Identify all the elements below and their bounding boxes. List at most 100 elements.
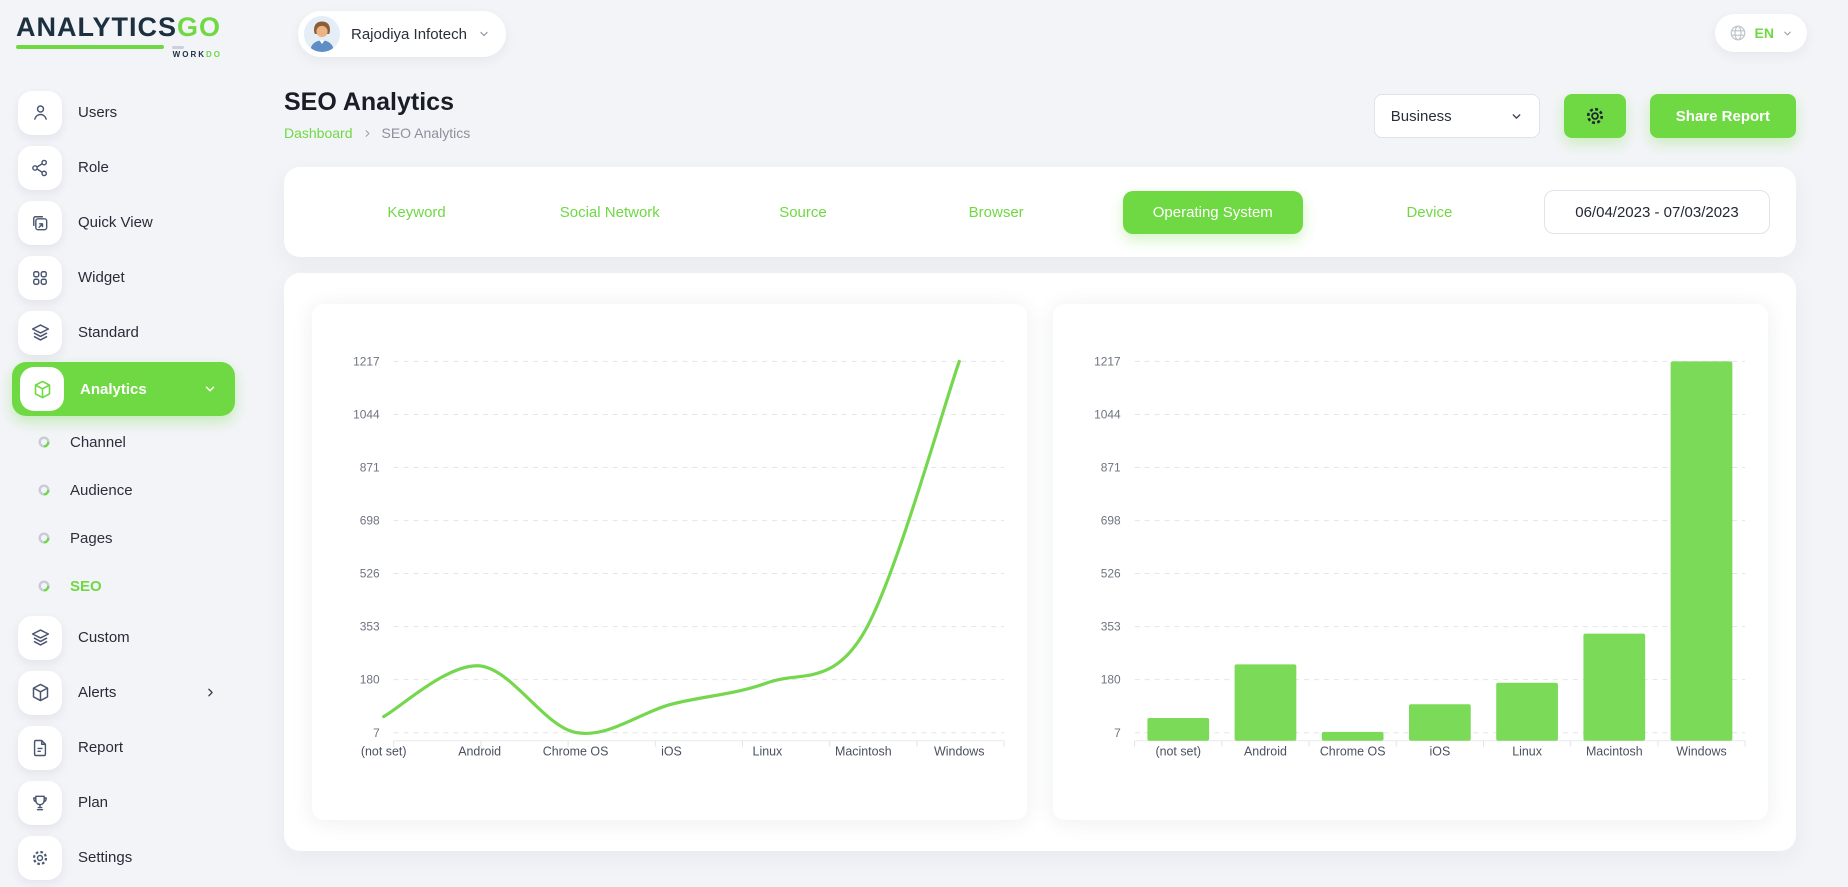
svg-text:Windows: Windows (1676, 745, 1726, 759)
svg-text:Linux: Linux (1512, 745, 1543, 759)
tab-source[interactable]: Source (779, 203, 827, 221)
svg-text:(not set): (not set) (1155, 745, 1201, 759)
chevron-right-icon (365, 129, 369, 137)
sidebar-subitem-pages[interactable]: Pages (0, 514, 245, 562)
svg-text:180: 180 (1101, 673, 1121, 687)
user-icon (18, 90, 62, 135)
svg-text:Chrome OS: Chrome OS (543, 745, 609, 759)
logo-underline (16, 45, 222, 49)
topbar: Rajodiya Infotech EN (245, 0, 1848, 64)
charts-panel: 7 180 353 526 698 871 1044 1217 (not set) Android… (284, 273, 1796, 851)
svg-text:353: 353 (1101, 620, 1121, 634)
sidebar-nav: Users Role Quick View Widget (0, 85, 245, 885)
sidebar-subitem-channel[interactable]: Channel (0, 418, 245, 466)
svg-text:7: 7 (373, 726, 380, 740)
svg-text:526: 526 (1101, 566, 1121, 580)
svg-text:698: 698 (360, 514, 380, 528)
main-content: SEO Analytics Dashboard SEO Analytics Bu… (245, 64, 1848, 851)
settings-button[interactable] (1563, 94, 1626, 138)
gear-icon (1586, 107, 1603, 125)
trophy-icon (18, 780, 62, 825)
share-report-button[interactable]: Share Report (1649, 94, 1796, 138)
logo-text: ANALYTICS (16, 12, 178, 42)
os-bar-chart-card: 7 180 353 526 698 871 1044 1217 (not set) Android… (1053, 304, 1768, 820)
svg-text:353: 353 (360, 620, 380, 634)
svg-text:871: 871 (1101, 461, 1121, 475)
sidebar-item-users[interactable]: Users (0, 85, 245, 140)
chevron-down-icon (203, 382, 217, 396)
svg-text:iOS: iOS (661, 745, 682, 759)
sidebar-item-plan[interactable]: Plan (0, 775, 245, 830)
sidebar-item-settings[interactable]: Settings (0, 830, 245, 885)
share-icon (18, 145, 62, 190)
tab-social-network[interactable]: Social Network (559, 203, 660, 221)
box-icon (18, 670, 62, 715)
file-icon (18, 725, 62, 770)
sidebar-item-standard[interactable]: Standard (0, 305, 245, 360)
tab-browser[interactable]: Browser (968, 203, 1024, 221)
brand-logo[interactable]: ANALYTICSGO WORKDO (0, 10, 245, 59)
language-selector[interactable]: EN (1714, 14, 1807, 52)
svg-text:1044: 1044 (1094, 407, 1121, 421)
date-range-input[interactable] (1544, 190, 1770, 234)
layers-icon (18, 615, 62, 660)
sidebar: ANALYTICSGO WORKDO Users Role (0, 0, 245, 887)
svg-text:Android: Android (1244, 745, 1287, 759)
svg-text:Android: Android (458, 745, 501, 759)
svg-text:Macintosh: Macintosh (835, 745, 892, 759)
sidebar-item-custom[interactable]: Custom (0, 610, 245, 665)
svg-text:698: 698 (1101, 514, 1121, 528)
sidebar-item-alerts[interactable]: Alerts (0, 665, 245, 720)
sidebar-item-quick-view[interactable]: Quick View (0, 195, 245, 250)
svg-text:iOS: iOS (1430, 745, 1451, 759)
chevron-down-icon (1512, 113, 1521, 119)
bullet-icon (38, 532, 50, 544)
user-menu[interactable]: Rajodiya Infotech (298, 11, 506, 57)
sidebar-item-role[interactable]: Role (0, 140, 245, 195)
globe-icon (1730, 25, 1745, 41)
sidebar-subitem-audience[interactable]: Audience (0, 466, 245, 514)
layers-icon (18, 310, 62, 355)
svg-text:526: 526 (360, 566, 380, 580)
svg-text:180: 180 (360, 673, 380, 687)
language-code: EN (1754, 25, 1774, 41)
cube-icon (20, 367, 64, 411)
breadcrumb-dashboard[interactable]: Dashboard (284, 125, 353, 141)
sidebar-subitem-seo[interactable]: SEO (0, 562, 245, 610)
svg-text:Linux: Linux (753, 745, 784, 759)
gear-icon (18, 835, 62, 880)
os-bar-chart: 7 180 353 526 698 871 1044 1217 (not set) Android… (1094, 354, 1746, 759)
page-header: SEO Analytics Dashboard SEO Analytics Bu… (284, 88, 1796, 141)
chevron-down-icon (1784, 31, 1791, 35)
chevron-right-icon (204, 686, 217, 699)
report-tabs: Keyword Social Network Source Browser Op… (284, 167, 1796, 257)
bullet-icon (38, 436, 50, 448)
tab-keyword[interactable]: Keyword (387, 203, 446, 221)
business-select[interactable]: Business (1373, 94, 1540, 138)
svg-text:Chrome OS: Chrome OS (1320, 745, 1386, 759)
avatar (304, 16, 340, 52)
quick-view-icon (18, 200, 62, 245)
bullet-icon (38, 580, 50, 592)
svg-text:Macintosh: Macintosh (1586, 745, 1643, 759)
sidebar-item-analytics[interactable]: Analytics (12, 362, 235, 416)
os-line-chart: 7 180 353 526 698 871 1044 1217 (not set) Android… (353, 354, 1005, 759)
sidebar-item-widget[interactable]: Widget (0, 250, 245, 305)
chevron-down-icon (480, 31, 488, 37)
svg-text:871: 871 (360, 461, 380, 475)
page-title: SEO Analytics (284, 88, 454, 116)
tab-operating-system[interactable]: Operating System (1122, 190, 1303, 234)
bullet-icon (38, 484, 50, 496)
widget-icon (18, 255, 62, 300)
user-name: Rajodiya Infotech (351, 25, 467, 43)
svg-text:1217: 1217 (1094, 354, 1121, 368)
os-line-chart-card: 7 180 353 526 698 871 1044 1217 (not set) Android… (312, 304, 1027, 820)
sidebar-item-report[interactable]: Report (0, 720, 245, 775)
breadcrumb-current: SEO Analytics (381, 125, 471, 141)
svg-text:1217: 1217 (353, 354, 380, 368)
svg-text:(not set): (not set) (361, 745, 407, 759)
tab-device[interactable]: Device (1406, 203, 1453, 221)
svg-text:7: 7 (1114, 726, 1121, 740)
breadcrumb: Dashboard SEO Analytics (284, 125, 470, 141)
